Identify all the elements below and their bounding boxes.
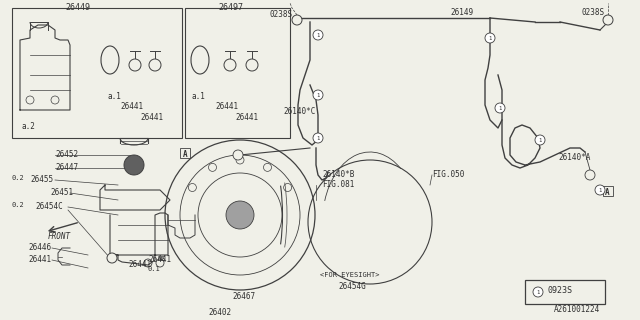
Text: 26447: 26447	[55, 163, 78, 172]
Text: 26454C: 26454C	[35, 202, 63, 211]
Bar	[525, 280, 605, 304]
Text: 26441: 26441	[148, 255, 171, 264]
Text: 1: 1	[536, 290, 540, 294]
Text: FIG.050: FIG.050	[432, 170, 465, 179]
Text: 26441: 26441	[235, 113, 258, 122]
Bar	[603, 186, 613, 196]
Circle shape	[485, 33, 495, 43]
Text: a.2: a.2	[22, 122, 36, 131]
Text: FIG.081: FIG.081	[322, 180, 355, 189]
Circle shape	[292, 15, 302, 25]
Circle shape	[585, 170, 595, 180]
Text: 26149: 26149	[450, 8, 473, 17]
Bar	[12, 8, 182, 138]
Circle shape	[533, 287, 543, 297]
Circle shape	[495, 103, 505, 113]
Text: 1: 1	[499, 106, 502, 110]
Text: 26454G: 26454G	[338, 282, 365, 291]
Circle shape	[107, 253, 117, 263]
Bar	[185, 8, 290, 138]
Text: 26451: 26451	[50, 188, 73, 197]
Circle shape	[535, 135, 545, 145]
Text: NS: NS	[158, 256, 166, 262]
Text: 26140*B: 26140*B	[322, 170, 355, 179]
Text: FRONT: FRONT	[48, 232, 71, 241]
Text: a.1: a.1	[107, 92, 121, 101]
Text: A: A	[605, 188, 610, 197]
Text: 0.2: 0.2	[12, 175, 25, 181]
Text: 26441: 26441	[128, 260, 151, 269]
Circle shape	[246, 59, 258, 71]
Text: 26441: 26441	[215, 102, 238, 111]
Text: 1: 1	[538, 138, 541, 142]
Text: 26441: 26441	[140, 113, 163, 122]
Text: 26452: 26452	[55, 150, 78, 159]
Circle shape	[603, 15, 613, 25]
Text: 26497: 26497	[218, 3, 243, 12]
Text: 0.1: 0.1	[148, 266, 161, 272]
Text: <FOR EYESIGHT>: <FOR EYESIGHT>	[320, 272, 380, 278]
Text: 0238S: 0238S	[582, 8, 605, 17]
Circle shape	[313, 90, 323, 100]
Text: A: A	[183, 150, 188, 159]
Circle shape	[149, 59, 161, 71]
Circle shape	[224, 59, 236, 71]
Text: 1: 1	[316, 92, 319, 98]
Text: 26140*A: 26140*A	[558, 153, 590, 162]
Text: 1: 1	[316, 33, 319, 37]
Circle shape	[226, 201, 254, 229]
Text: a.1: a.1	[192, 92, 206, 101]
Text: 26441: 26441	[28, 255, 51, 264]
Circle shape	[233, 150, 243, 160]
Bar	[180, 148, 190, 158]
Text: 0238S: 0238S	[270, 10, 293, 19]
Text: 26140*C: 26140*C	[283, 107, 316, 116]
Text: 26467: 26467	[232, 292, 255, 301]
Text: 26441: 26441	[120, 102, 143, 111]
Text: 26402: 26402	[208, 308, 231, 317]
Circle shape	[313, 30, 323, 40]
Circle shape	[129, 59, 141, 71]
Text: 26449: 26449	[65, 3, 90, 12]
Text: 1: 1	[488, 36, 492, 41]
Circle shape	[124, 155, 144, 175]
Text: A261001224: A261001224	[554, 305, 600, 314]
Text: 26446: 26446	[28, 243, 51, 252]
Text: 1: 1	[598, 188, 602, 193]
Text: 1: 1	[316, 135, 319, 140]
Text: 26455: 26455	[30, 175, 53, 184]
Circle shape	[595, 185, 605, 195]
Circle shape	[313, 133, 323, 143]
Text: 0923S: 0923S	[548, 286, 573, 295]
Text: 0.2: 0.2	[12, 202, 25, 208]
